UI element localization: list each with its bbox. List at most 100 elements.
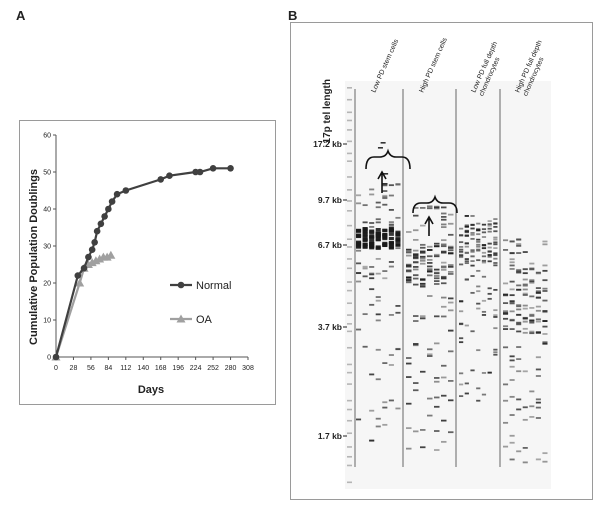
gel-lane-group-4 [503, 238, 548, 464]
gel-band [516, 304, 522, 306]
y-tick-label: 0 [47, 355, 51, 362]
gel-band [522, 370, 528, 373]
gel-band [356, 194, 362, 197]
gel-band [509, 414, 515, 416]
gel-band [542, 452, 548, 455]
gel-band [434, 449, 440, 451]
gel-band [493, 253, 498, 256]
gel-band [464, 392, 469, 395]
gel-band [369, 193, 375, 196]
gel-band [529, 319, 535, 322]
ladder-band [347, 238, 352, 241]
ladder-band [347, 152, 352, 155]
gel-band [509, 434, 515, 437]
gel-band [448, 249, 454, 252]
ladder-band [347, 399, 352, 402]
gel-band [459, 337, 464, 340]
gel-band [509, 294, 515, 297]
gel-band [382, 277, 388, 280]
gel-band [529, 278, 535, 281]
gel-band [470, 291, 475, 294]
ladder-band [347, 314, 352, 316]
gel-band [503, 294, 509, 297]
gel-band [375, 272, 381, 275]
gel-band [529, 268, 535, 271]
gel-band [406, 265, 412, 268]
gel-band [542, 269, 548, 272]
gel-band [464, 260, 469, 263]
gel-band [406, 447, 412, 450]
gel-band [509, 365, 515, 368]
gel-band [420, 370, 426, 373]
gel-band [476, 248, 481, 251]
gel-band [375, 257, 381, 260]
data-point-normal [122, 187, 130, 194]
gel-band [434, 342, 440, 345]
x-tick-label: 308 [242, 365, 254, 372]
gel-band [503, 282, 509, 285]
gel-band [369, 439, 375, 442]
gel-band [493, 225, 498, 228]
gel-band [535, 271, 541, 274]
gel-band [441, 250, 447, 253]
annotation-braces [365, 148, 458, 236]
gel-band [459, 235, 464, 237]
gel-band [388, 225, 394, 228]
data-point-normal [166, 172, 173, 179]
gel-band [406, 265, 412, 267]
gel-band [448, 233, 454, 236]
gel-band [487, 242, 492, 245]
gel-band [529, 405, 535, 408]
data-point-normal [74, 272, 82, 279]
ladder-band [347, 383, 352, 385]
gel-band [413, 266, 419, 268]
data-point-oa [75, 278, 85, 287]
gel-band [470, 264, 475, 267]
gel-band [375, 348, 381, 351]
gel-band [522, 268, 528, 271]
ladder-lane [347, 87, 352, 484]
gel-band [434, 430, 440, 432]
gel-band [470, 237, 475, 240]
gel-band [516, 370, 522, 373]
gel-band [375, 234, 381, 238]
gel-band [406, 251, 412, 254]
gel-band [413, 255, 419, 257]
gel-band [459, 310, 464, 313]
gel-band [427, 295, 433, 297]
gel-band [493, 247, 498, 249]
x-tick-label: 0 [54, 365, 58, 372]
gel-band [427, 270, 433, 272]
gel-band [441, 215, 447, 218]
gel-band [369, 373, 375, 376]
gel-band [535, 305, 541, 308]
gel-band [470, 330, 475, 333]
gel-band [441, 394, 447, 397]
gel-band [509, 355, 515, 358]
gel-band [413, 277, 419, 280]
gel-band [441, 305, 447, 308]
gel-band [406, 248, 412, 251]
gel-band [487, 292, 492, 295]
gel-band [448, 309, 454, 312]
gel-band [493, 252, 498, 255]
gel-band [516, 308, 522, 311]
gel-band [420, 259, 426, 262]
gel-band [464, 258, 469, 260]
gel-band [388, 236, 394, 241]
gel-band [509, 302, 515, 305]
gel-band [529, 262, 535, 265]
ladder-band [347, 111, 352, 114]
gel-band [441, 218, 447, 221]
gel-band [459, 234, 464, 236]
gel-band [382, 242, 388, 246]
gel-band [382, 406, 388, 409]
gel-band [503, 346, 509, 349]
x-tick-label: 224 [190, 365, 202, 372]
ladder-band [347, 140, 352, 143]
gel-band [427, 262, 433, 264]
gel-band [476, 290, 481, 293]
gel-band [382, 270, 388, 272]
data-point-normal [93, 227, 101, 235]
gel-band [503, 249, 509, 251]
